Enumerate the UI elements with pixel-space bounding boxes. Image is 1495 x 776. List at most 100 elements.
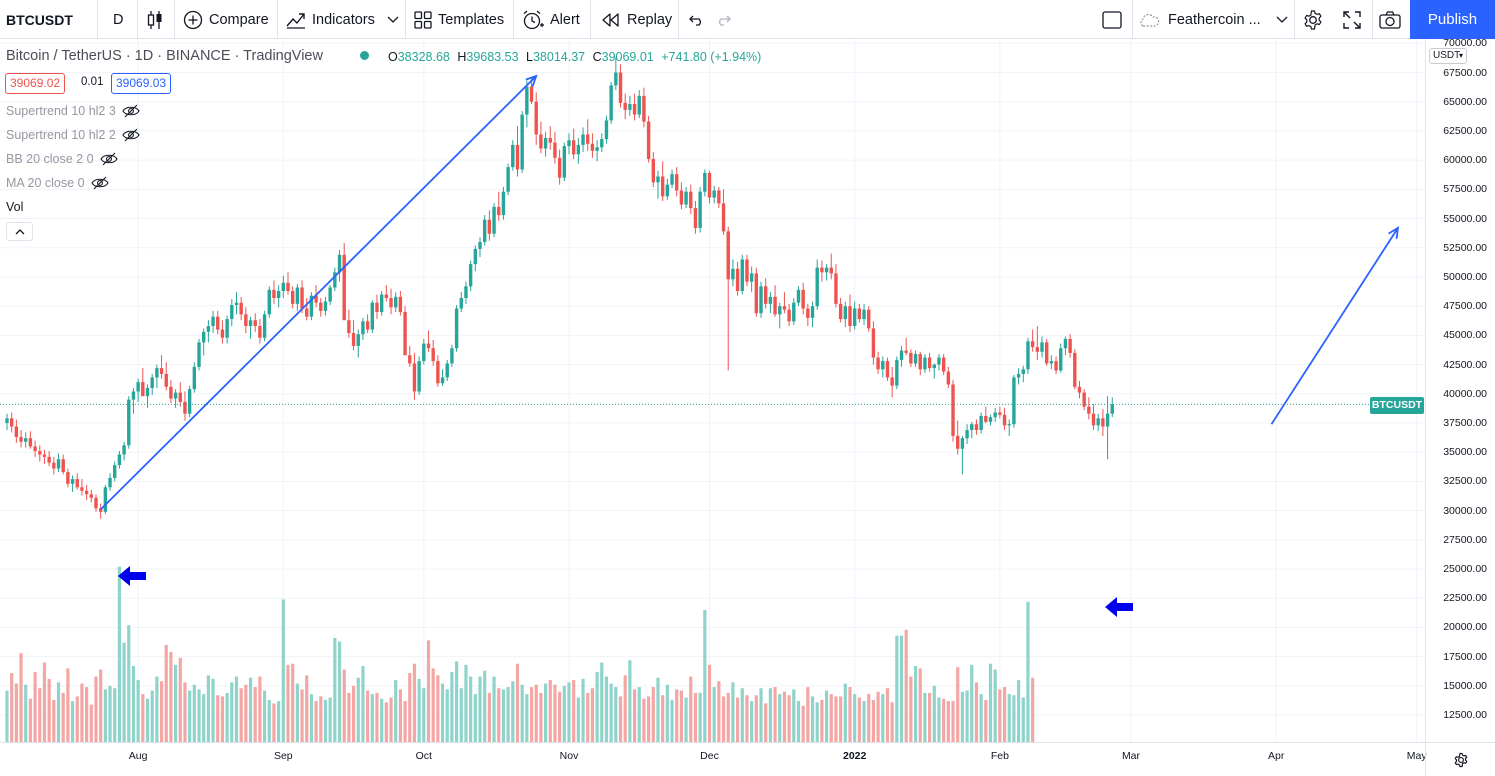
indicators-button[interactable]: Indicators (286, 0, 375, 39)
candle-body (824, 267, 829, 273)
volume-bar (881, 694, 885, 742)
volume-bar (487, 692, 491, 742)
candle-body (445, 363, 449, 378)
candle-body (286, 282, 290, 291)
volume-bar (24, 684, 28, 742)
indicator-bollinger[interactable]: BB 20 close 2 0 (6, 152, 118, 166)
candle-body (47, 456, 51, 463)
time-tick-label: Apr (1268, 750, 1285, 762)
undo-icon (688, 14, 704, 26)
volume-bar (984, 699, 988, 742)
interval-button[interactable]: D (113, 0, 123, 39)
chart-type-button[interactable] (146, 0, 164, 39)
candle-body (1110, 404, 1114, 414)
volume-bar (1031, 677, 1035, 742)
volume-bar (867, 694, 871, 742)
candle-body (454, 308, 459, 349)
candle-body (698, 191, 702, 228)
publish-button[interactable]: Publish (1410, 0, 1495, 39)
indicator-ma[interactable]: MA 20 close 0 (6, 176, 109, 190)
volume-bar (262, 690, 267, 742)
alert-button[interactable]: Alert (522, 0, 580, 39)
settings-button[interactable] (1302, 0, 1324, 39)
snapshot-button[interactable] (1379, 0, 1401, 39)
candle-body (927, 357, 932, 369)
indicator-supertrend-2[interactable]: Supertrend 10 hl2 2 (6, 128, 140, 142)
price-axis[interactable]: USDT ▾ 70000.00 67500.00 65000.00 62500.00 60… (1425, 37, 1495, 742)
alarm-clock-icon (522, 10, 544, 30)
candle-body (1063, 338, 1068, 349)
volume-bar (647, 696, 651, 742)
candle-body (876, 357, 880, 370)
candle-body (14, 426, 19, 438)
volume-bar (529, 687, 534, 742)
candle-body (918, 354, 922, 370)
layout-selector[interactable]: Feathercoin ... (1138, 0, 1261, 39)
volume-bar (145, 698, 150, 742)
eye-hidden-icon[interactable] (99, 152, 118, 166)
compare-button[interactable]: Compare (183, 0, 269, 39)
volume-bar (483, 670, 487, 742)
candle-body (370, 302, 374, 330)
axis-settings-button[interactable] (1425, 743, 1495, 776)
candle-body (42, 454, 47, 457)
undo-button[interactable] (688, 0, 704, 39)
candle-body (497, 206, 501, 216)
volume-bar (604, 676, 609, 742)
replay-button[interactable]: Replay (601, 0, 672, 39)
indicator-label: MA 20 close 0 (6, 176, 85, 190)
candle-body (28, 438, 33, 447)
volume-bar (548, 680, 552, 742)
candle-body (389, 298, 393, 308)
candle-body (970, 424, 974, 431)
price-tick-label: 65000.00 (1443, 95, 1487, 108)
volume-bar (632, 689, 637, 742)
volume-bar (651, 687, 655, 742)
candle-body (838, 303, 843, 320)
volume-bar (525, 694, 529, 742)
candle-body (375, 302, 379, 313)
collapse-legend-button[interactable] (6, 222, 33, 241)
volume-bar (586, 692, 590, 742)
indicator-supertrend-3[interactable]: Supertrend 10 hl2 3 (6, 104, 140, 118)
time-axis[interactable]: Aug Sep Oct Nov Dec 2022 Feb Mar Apr May (0, 742, 1495, 776)
candle-body (1044, 342, 1049, 364)
candle-body (684, 191, 688, 205)
chart-pane[interactable] (0, 39, 1425, 742)
fullscreen-layout-toggle[interactable] (1102, 0, 1122, 39)
candle-body (965, 430, 969, 439)
candle-body (543, 137, 548, 149)
candle-body (333, 272, 337, 288)
currency-selector[interactable]: USDT ▾ (1429, 48, 1467, 64)
volume-bar (946, 701, 950, 742)
eye-hidden-icon[interactable] (90, 176, 109, 190)
eye-hidden-icon[interactable] (122, 104, 140, 118)
candle-body (801, 289, 805, 309)
volume-bar (721, 696, 726, 742)
volume-bar (370, 694, 374, 742)
volume-bar (928, 692, 932, 742)
candle-body (609, 85, 613, 121)
symbol-legend[interactable]: Bitcoin / TetherUS · 1D · BINANCE · Trad… (6, 48, 323, 64)
fullscreen-button[interactable] (1342, 0, 1362, 39)
candle-body (885, 361, 890, 378)
price-tick-label: 20000.00 (1443, 621, 1487, 634)
redo-button[interactable] (716, 0, 732, 39)
indicators-dropdown[interactable] (387, 0, 399, 39)
volume-bar (380, 698, 384, 742)
symbol-search[interactable]: BTCUSDT (6, 0, 73, 39)
sell-button[interactable]: 39069.02 (5, 73, 66, 94)
spread-text: 0.01 (81, 76, 104, 88)
volume-bar (300, 689, 304, 742)
volume-indicator[interactable]: Vol (6, 200, 23, 214)
volume-markers (118, 566, 1133, 617)
candle-body (94, 497, 98, 509)
buy-button[interactable]: 39069.03 (111, 73, 172, 94)
candle-body (487, 219, 492, 234)
eye-hidden-icon[interactable] (122, 128, 140, 142)
layout-dropdown[interactable] (1276, 0, 1288, 39)
templates-button[interactable]: Templates (414, 0, 504, 39)
candle-body (520, 114, 524, 170)
volume-label: Vol (6, 200, 24, 214)
volume-bar (937, 697, 941, 742)
